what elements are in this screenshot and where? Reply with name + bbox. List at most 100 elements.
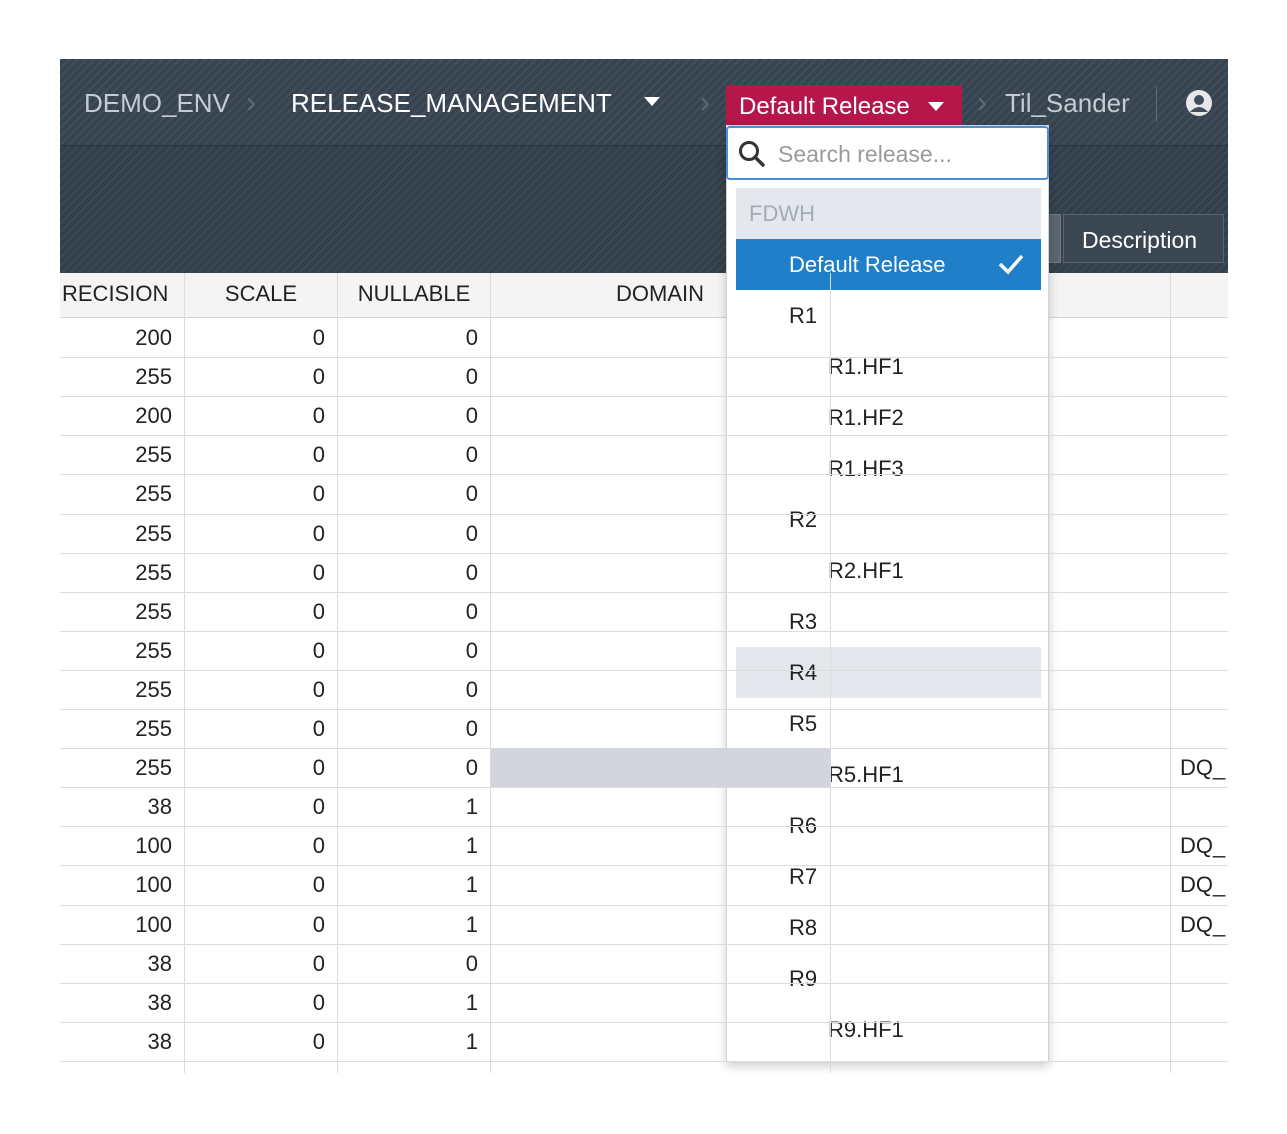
row-divider — [60, 826, 1228, 828]
row-divider — [60, 669, 1228, 671]
cell: 0 — [312, 559, 325, 585]
row-divider — [60, 591, 1228, 593]
release-label: R2.HF1 — [828, 558, 904, 583]
release-option[interactable]: R1.HF2 — [736, 392, 1041, 443]
cell: 38 — [147, 794, 172, 820]
cell: 0 — [312, 755, 325, 781]
row-divider — [60, 435, 1228, 437]
row-divider — [60, 943, 1228, 945]
release-option[interactable]: R2.HF1 — [736, 545, 1041, 596]
cell: 0 — [312, 989, 325, 1015]
cell: 0 — [312, 1028, 325, 1054]
release-label: R5.HF1 — [828, 762, 904, 787]
cell: 255 — [135, 364, 172, 390]
column-divider — [184, 273, 185, 1073]
breadcrumb-project[interactable]: RELEASE_MANAGEMENT — [291, 88, 612, 118]
release-label: R1.HF3 — [828, 456, 904, 481]
cell: 0 — [312, 598, 325, 624]
breadcrumb-environment[interactable]: DEMO_ENV — [84, 88, 230, 118]
cell: 255 — [135, 481, 172, 507]
release-button[interactable]: Default Release — [726, 85, 962, 126]
row-divider — [60, 709, 1228, 710]
breadcrumb-user[interactable]: Til_Sander — [1005, 88, 1130, 118]
release-label: R1.HF2 — [828, 405, 904, 430]
cell: DQ_ — [1180, 755, 1226, 781]
release-label: R7 — [789, 864, 818, 889]
cell: 0 — [312, 364, 325, 390]
cell: 255 — [135, 755, 172, 781]
search-placeholder: Search release... — [778, 141, 952, 167]
user-icon[interactable] — [1185, 89, 1213, 117]
release-option[interactable]: R6 — [736, 800, 1041, 851]
cell: 0 — [465, 950, 478, 976]
group-label: FDWH — [749, 201, 815, 226]
chevron: › — [700, 86, 710, 119]
cell: 0 — [465, 481, 478, 507]
chevron: › — [246, 86, 256, 119]
divider — [1156, 86, 1157, 122]
row-divider — [60, 787, 1228, 789]
chevron: › — [977, 86, 987, 119]
cell: 255 — [135, 442, 172, 468]
release-label: R3 — [789, 609, 818, 634]
cell: 0 — [312, 911, 325, 937]
cell-highlight — [491, 748, 830, 788]
cell: 0 — [312, 833, 325, 859]
release-option[interactable]: R9 — [736, 953, 1041, 1004]
release-label: R1.HF1 — [828, 354, 904, 379]
cell: 0 — [465, 755, 478, 781]
cell: 200 — [135, 403, 172, 429]
search-icon — [739, 141, 765, 167]
row-divider — [60, 982, 1228, 984]
cell: 0 — [465, 325, 478, 350]
cell: 0 — [312, 872, 325, 898]
cell: 1 — [465, 872, 478, 898]
column-header: DOMAIN — [616, 281, 704, 306]
release-option[interactable]: R8 — [736, 902, 1041, 953]
cell: 100 — [135, 911, 172, 937]
cell: 255 — [135, 559, 172, 585]
release-option[interactable]: R1 — [736, 290, 1041, 341]
cell: 1 — [465, 989, 478, 1015]
column-header: RECISION — [62, 281, 169, 306]
release-button-label: Default Release — [739, 93, 910, 120]
row-divider — [60, 904, 1228, 906]
row-divider — [60, 865, 1228, 867]
cell: 0 — [312, 481, 325, 507]
row-divider — [60, 396, 1228, 398]
column-divider — [1170, 273, 1171, 1073]
cell: 38 — [147, 950, 172, 976]
cell: 0 — [465, 716, 478, 741]
release-option[interactable]: R5 — [736, 698, 1041, 749]
cell: 255 — [135, 676, 172, 702]
tab-label: Description — [1082, 227, 1198, 253]
cell: 0 — [312, 637, 325, 663]
group-header: FDWH — [736, 188, 1041, 239]
cell: 255 — [135, 716, 172, 741]
release-label: R9 — [789, 966, 818, 991]
cell: 38 — [147, 989, 172, 1015]
release-option[interactable]: R9.HF1 — [736, 1004, 1041, 1055]
search-input[interactable]: Search release... — [726, 126, 1049, 180]
cell: 255 — [135, 637, 172, 663]
row-divider — [60, 357, 1228, 359]
release-option[interactable]: R2 — [736, 494, 1041, 545]
release-option[interactable]: Default Release — [736, 239, 1041, 290]
release-label: R1 — [789, 303, 818, 328]
cell: 38 — [147, 1028, 172, 1054]
release-option[interactable]: R3 — [736, 596, 1041, 647]
cell: 1 — [465, 833, 478, 859]
tab[interactable]: Description — [1063, 214, 1224, 263]
release-option[interactable]: R5.HF1 — [736, 749, 1041, 800]
release-option[interactable]: R1.HF3 — [736, 443, 1041, 494]
caret — [644, 97, 660, 106]
column-divider — [830, 273, 831, 1073]
column-header: SCALE — [224, 281, 298, 306]
release-label: R9.HF1 — [828, 1017, 904, 1042]
release-option[interactable]: R7 — [736, 851, 1041, 902]
release-option[interactable]: R4 — [736, 647, 1041, 698]
cell: 0 — [312, 716, 325, 741]
cell: 1 — [465, 1028, 478, 1054]
release-option[interactable]: R1.HF1 — [736, 341, 1041, 392]
